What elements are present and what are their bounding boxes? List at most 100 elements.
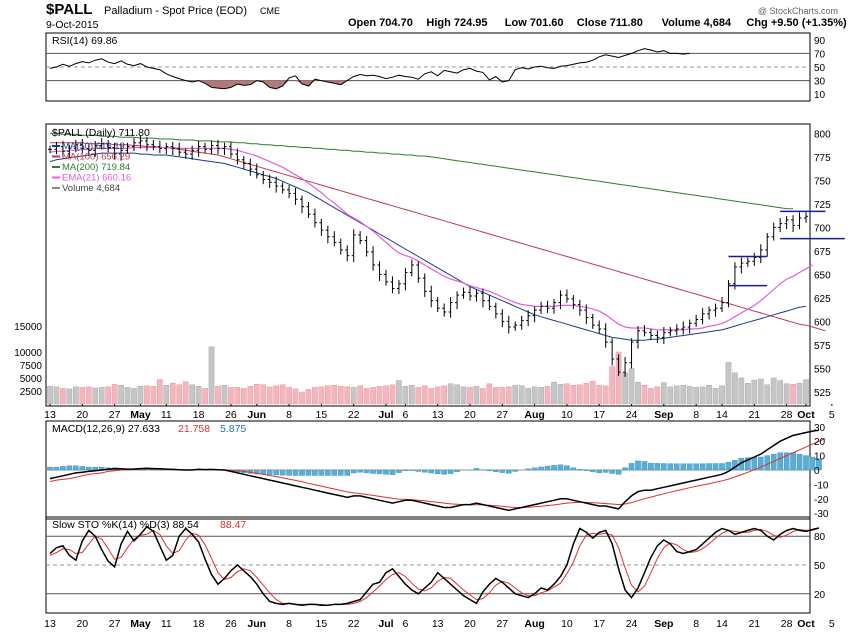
rsi-oversold-fill xyxy=(243,80,251,86)
volume-bar xyxy=(589,380,596,405)
price-tick-label: 675 xyxy=(814,247,831,258)
volume-bar xyxy=(790,383,796,405)
x-tick-label-bottom: 10 xyxy=(561,618,573,630)
macd-histogram-bar xyxy=(305,469,312,476)
macd-histogram-bar xyxy=(473,468,480,471)
volume-bar xyxy=(686,386,693,405)
stat-high: High 724.95 xyxy=(426,17,487,29)
x-tick-label: 10 xyxy=(561,409,573,421)
volume-bar xyxy=(331,385,338,405)
volume-bar xyxy=(325,385,331,405)
macd-histogram-bar xyxy=(706,463,712,471)
macd-histogram-bar xyxy=(538,466,544,471)
volume-bar xyxy=(376,386,383,405)
macd-tick-label: 20 xyxy=(814,437,826,448)
volume-bar xyxy=(706,385,712,405)
x-tick-label: 17 xyxy=(593,409,605,421)
macd-histogram-bar xyxy=(764,455,771,471)
volume-bar xyxy=(609,366,615,405)
macd-tick-label: -20 xyxy=(814,495,829,506)
macd-histogram-bar xyxy=(312,469,318,476)
macd-histogram-bar xyxy=(383,469,389,475)
rsi-tick-label: 50 xyxy=(814,63,826,74)
volume-bar xyxy=(182,381,189,405)
x-tick-label: 22 xyxy=(348,409,360,421)
x-tick-label-bottom: 26 xyxy=(225,618,237,630)
volume-bar xyxy=(98,387,105,405)
instrument-name: Palladium - Spot Price (EOD) xyxy=(104,5,247,17)
rsi-oversold-fill xyxy=(211,80,218,89)
volume-bar xyxy=(770,377,777,405)
macd-histogram-bar xyxy=(512,469,519,472)
volume-bar xyxy=(279,384,286,405)
volume-bar xyxy=(337,386,344,405)
macd-histogram-bar xyxy=(318,469,325,476)
volume-bar xyxy=(518,385,525,405)
volume-bar xyxy=(757,378,764,405)
macd-histogram-bar xyxy=(493,469,499,472)
x-tick-label-bottom: 6 xyxy=(402,618,408,630)
rsi-oversold-fill xyxy=(205,80,212,88)
volume-bar xyxy=(434,386,441,405)
volume-bar xyxy=(525,388,531,405)
volume-bar xyxy=(144,385,150,405)
volume-bar xyxy=(150,386,157,405)
volume-bar xyxy=(253,383,260,405)
sto-d-line xyxy=(49,527,820,606)
volume-bar xyxy=(570,385,577,405)
x-tick-label-bottom: 15 xyxy=(316,618,328,630)
macd-histogram-bar xyxy=(279,469,286,476)
x-tick-label: 27 xyxy=(496,409,508,421)
volume-bar xyxy=(796,382,803,405)
rsi-oversold-fill xyxy=(308,80,315,87)
volume-bar xyxy=(648,388,654,405)
price-tick-label: 700 xyxy=(814,223,831,234)
x-tick-label-bottom: Aug xyxy=(524,618,544,630)
macd-histogram-bar xyxy=(486,469,493,472)
sto-legend: Slow STO %K(14) %D(3) 88.54 xyxy=(52,519,199,531)
macd-histogram-bar xyxy=(441,469,447,475)
volume-bar xyxy=(241,388,247,405)
volume-bar xyxy=(499,387,506,405)
sto-tick-label: 80 xyxy=(814,532,826,543)
macd-histogram-bar xyxy=(266,469,273,475)
price-tick-label: 725 xyxy=(814,200,831,211)
rsi-oversold-fill xyxy=(334,80,341,85)
indicator-legend: EMA(21) 660.16 xyxy=(62,173,131,184)
macd-histogram-bar xyxy=(325,469,331,476)
macd-histogram-bar xyxy=(544,465,551,471)
volume-bar xyxy=(176,384,183,405)
volume-bar xyxy=(124,387,131,405)
macd-histogram-bar xyxy=(783,452,790,471)
volume-bar xyxy=(157,379,163,405)
rsi-oversold-fill xyxy=(230,80,238,88)
volume-bar xyxy=(680,385,687,405)
x-tick-label: 14 xyxy=(716,409,728,421)
x-tick-label-bottom: May xyxy=(130,618,151,630)
x-tick-label: 18 xyxy=(193,409,205,421)
x-tick-label: Jun xyxy=(247,409,266,421)
macd-histogram-bar xyxy=(712,463,719,471)
x-tick-label: Oct xyxy=(797,409,815,421)
volume-bar xyxy=(208,346,215,405)
volume-bar xyxy=(512,385,519,405)
volume-bar xyxy=(635,381,641,405)
macd-histogram-bar xyxy=(777,452,783,471)
volume-bar xyxy=(344,386,351,405)
x-tick-label-bottom: 22 xyxy=(348,618,360,630)
x-tick-label: 11 xyxy=(161,409,172,421)
volume-bar xyxy=(557,383,564,405)
volume-bar xyxy=(577,384,583,405)
volume-tick-label: 15000 xyxy=(14,322,42,333)
volume-bar xyxy=(531,386,538,405)
indicator-legend: MA(100) 656.29 xyxy=(62,152,130,163)
rsi-tick-label: 90 xyxy=(814,36,826,47)
volume-bar xyxy=(667,386,674,405)
volume-bar xyxy=(247,386,254,405)
price-tick-label: 750 xyxy=(814,176,831,187)
macd-histogram-bar xyxy=(654,463,661,471)
macd-legend: 21.758 xyxy=(178,423,210,435)
rsi-oversold-fill xyxy=(302,80,309,87)
macd-legend: MACD(12,26,9) 27.633 xyxy=(52,423,160,435)
